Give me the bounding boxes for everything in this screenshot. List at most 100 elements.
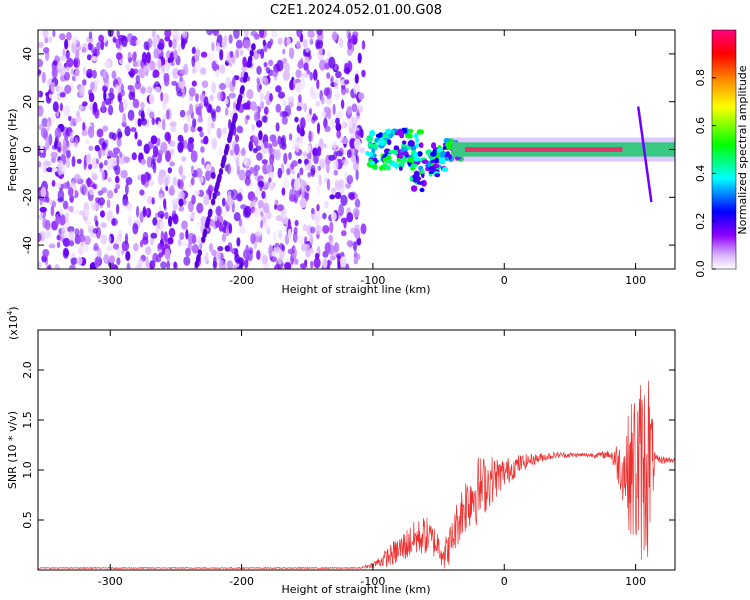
heatmap-cell bbox=[230, 123, 235, 131]
heatmap-cell bbox=[216, 175, 222, 183]
heatmap-carrier-halo bbox=[451, 137, 675, 162]
x-tick-label: 0 bbox=[501, 274, 508, 287]
x-tick-label: -100 bbox=[360, 274, 385, 287]
heatmap-cell bbox=[387, 139, 392, 146]
heatmap-cells bbox=[38, 30, 675, 269]
heatmap-cell bbox=[419, 142, 424, 149]
heatmap-cell bbox=[251, 43, 256, 51]
colorbar-tick-label: 0.6 bbox=[694, 117, 707, 135]
heatmap-cell bbox=[208, 208, 213, 216]
heatmap-cell bbox=[431, 142, 437, 149]
heatmap-cell bbox=[413, 170, 420, 178]
colorbar-tick-label: 0.2 bbox=[694, 212, 707, 230]
snr-y-scale-label: (x104) bbox=[6, 306, 20, 340]
heatmap-cell bbox=[400, 161, 405, 169]
heatmap-cell bbox=[371, 147, 376, 154]
heatmap-cell bbox=[410, 163, 418, 168]
colorbar-ticks: 0.0 0.2 0.4 0.6 0.8 bbox=[694, 69, 716, 278]
heatmap-cell bbox=[420, 168, 425, 174]
heatmap-y-axis-label: Frequency (Hz) bbox=[6, 109, 19, 192]
heatmap-cell bbox=[218, 168, 224, 175]
heatmap-cell bbox=[415, 143, 419, 148]
heatmap-x-ticks: -300 -200 -100 0 100 bbox=[98, 30, 646, 287]
colorbar-tick-label: 0.0 bbox=[694, 260, 707, 278]
heatmap-cell bbox=[417, 151, 423, 157]
y-tick-label: 0.5 bbox=[21, 511, 34, 529]
heatmap-cell bbox=[249, 49, 254, 57]
heatmap-cell bbox=[442, 166, 449, 172]
y-tick-label: 2.0 bbox=[21, 361, 34, 379]
snr-x-ticks: -300 -200 -100 0 100 bbox=[98, 330, 646, 588]
y-tick-label: 1.0 bbox=[21, 461, 34, 479]
heatmap-cell bbox=[243, 71, 249, 79]
colorbar-gradient bbox=[711, 29, 737, 270]
heatmap-cell bbox=[416, 129, 424, 135]
heatmap-cell bbox=[202, 231, 207, 239]
heatmap-cell bbox=[212, 192, 217, 200]
heatmap-cell bbox=[385, 159, 393, 164]
heatmap-cell bbox=[396, 154, 403, 159]
y-tick-label: -20 bbox=[21, 188, 34, 206]
colorbar-tick-label: 0.8 bbox=[694, 69, 707, 87]
heatmap-cell bbox=[366, 135, 373, 143]
heatmap-cell bbox=[434, 173, 441, 178]
heatmap-cell bbox=[412, 177, 419, 183]
y-tick-label: 40 bbox=[21, 47, 34, 61]
heatmap-cell bbox=[369, 160, 376, 166]
heatmap-cell bbox=[374, 137, 379, 143]
heatmap-cell bbox=[439, 150, 447, 157]
heatmap-cell bbox=[385, 156, 392, 161]
y-tick-label: 0 bbox=[21, 146, 34, 153]
snr-x-axis-label: Height of straight line (km) bbox=[281, 583, 430, 596]
heatmap-cell bbox=[402, 140, 407, 145]
heatmap-cell bbox=[445, 141, 452, 148]
x-tick-label: -200 bbox=[229, 575, 254, 588]
figure-title: C2E1.2024.052.01.00.G08 bbox=[270, 3, 442, 18]
x-tick-label: -300 bbox=[98, 274, 123, 287]
heatmap-cell bbox=[382, 163, 387, 169]
heatmap-cell bbox=[220, 161, 225, 169]
heatmap-cell bbox=[407, 140, 415, 147]
heatmap-cell bbox=[394, 162, 399, 169]
x-tick-label: -200 bbox=[229, 274, 254, 287]
heatmap-cell bbox=[233, 112, 238, 120]
heatmap-cell bbox=[215, 180, 220, 188]
colorbar: 0.0 0.2 0.4 0.6 0.8 Normalized spectral ampl… bbox=[694, 29, 749, 278]
heatmap-cell bbox=[398, 166, 403, 171]
heatmap-cell bbox=[379, 165, 384, 171]
heatmap-cell bbox=[407, 128, 414, 134]
colorbar-label: Normalized spectral amplitude bbox=[736, 65, 749, 234]
heatmap-carrier-core bbox=[464, 147, 623, 152]
heatmap-cell bbox=[386, 165, 391, 171]
heatmap-cell bbox=[434, 157, 439, 163]
x-tick-label: -100 bbox=[360, 575, 385, 588]
heatmap-cell bbox=[222, 154, 227, 162]
heatmap-cell bbox=[410, 185, 418, 192]
snr-y-axis-label: SNR (10 * v/v) bbox=[6, 411, 19, 489]
y-tick-label: -40 bbox=[21, 236, 34, 254]
heatmap-cell bbox=[223, 148, 229, 156]
snr-y-ticks: 0.5 1.0 1.5 2.0 bbox=[21, 361, 675, 529]
heatmap-cell bbox=[421, 179, 427, 187]
x-tick-label: 0 bbox=[501, 575, 508, 588]
heatmap-cell bbox=[367, 152, 374, 158]
heatmap-cell bbox=[414, 132, 419, 139]
heatmap-cell bbox=[442, 146, 447, 150]
x-tick-label: 100 bbox=[625, 575, 646, 588]
heatmap-cell bbox=[438, 157, 446, 165]
heatmap-cell bbox=[436, 148, 443, 153]
heatmap-cell bbox=[386, 128, 392, 135]
heatmap-x-axis-label: Height of straight line (km) bbox=[281, 283, 430, 296]
heatmap-y-ticks: -40 -20 0 20 40 bbox=[21, 47, 675, 254]
x-tick-label: 100 bbox=[625, 274, 646, 287]
heatmap-cell bbox=[372, 164, 377, 170]
heatmap-cell bbox=[240, 86, 245, 94]
heatmap-cell bbox=[429, 151, 437, 157]
snr-panel: -300 -200 -100 0 100 0.5 1.0 1.5 2.0 Height of … bbox=[6, 306, 676, 596]
heatmap-cell bbox=[378, 140, 386, 146]
y-tick-label: 1.5 bbox=[21, 411, 34, 429]
heatmap-cell bbox=[248, 55, 253, 63]
heatmap-cell bbox=[407, 157, 413, 163]
